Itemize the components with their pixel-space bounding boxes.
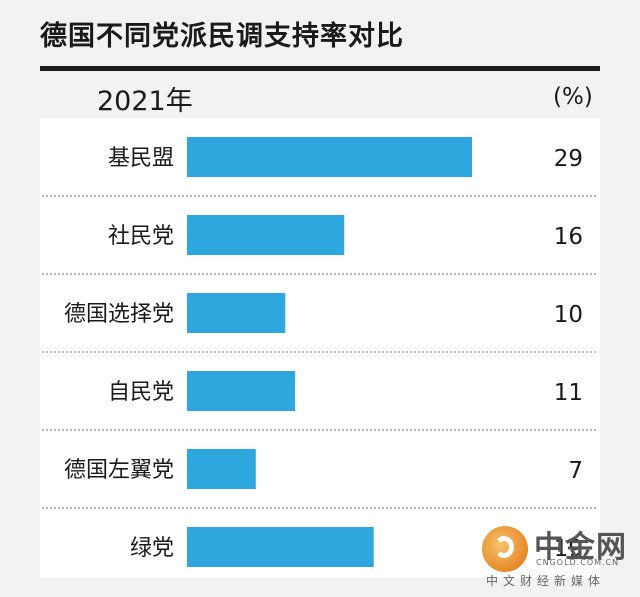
plot-panel [40, 118, 600, 578]
chart-subtitle: 2021年 [97, 86, 193, 117]
chart-title: 德国不同党派民调支持率对比 [40, 21, 404, 52]
category-label: 德国左翼党 [64, 458, 174, 483]
watermark-url: CNGOLD.COM.CN [536, 558, 620, 567]
logo-icon [482, 526, 528, 572]
data-label: 11 [554, 380, 583, 406]
category-label: 绿党 [130, 536, 174, 561]
bar [187, 371, 296, 411]
category-label: 基民盟 [108, 146, 174, 171]
data-label: 16 [554, 224, 583, 250]
watermark-tagline: 中文财经新媒体 [486, 574, 606, 588]
watermark-logo: 中金网 CNGOLD.COM.CN 中文财经新媒体 [482, 520, 632, 590]
category-label: 德国选择党 [64, 302, 174, 327]
data-label: 29 [554, 146, 583, 172]
watermark-name: 中金网 [534, 530, 627, 565]
category-label: 社民党 [108, 224, 174, 249]
bar [187, 527, 374, 567]
bar [187, 449, 256, 489]
title-rule [40, 66, 600, 71]
data-label: 19 [554, 536, 583, 562]
category-label: 自民党 [108, 380, 174, 405]
unit-label: (%) [553, 84, 593, 110]
bar [187, 137, 472, 177]
data-label: 10 [554, 302, 583, 328]
bar [187, 215, 345, 255]
data-label: 7 [568, 458, 583, 484]
bar [187, 293, 286, 333]
